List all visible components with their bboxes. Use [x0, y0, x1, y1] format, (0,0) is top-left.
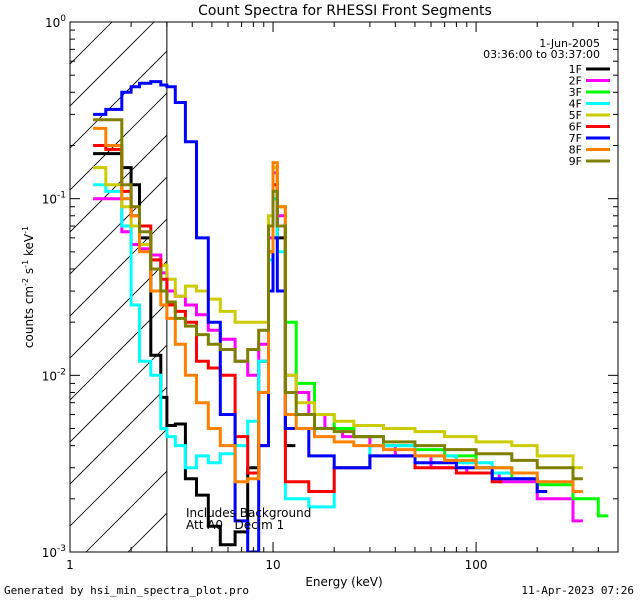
- hatch-line: [70, 428, 167, 527]
- series-line-4f: [93, 183, 548, 509]
- series-line-8f: [93, 126, 583, 493]
- hatch-line: [127, 512, 167, 552]
- annotation-attenuator: Att A0 Decim 1: [186, 518, 284, 532]
- legend-label-7f: 7F: [569, 132, 582, 145]
- x-tick-label: 10: [265, 558, 280, 572]
- series-line-1f: [93, 152, 296, 547]
- axes: 1 10 100 10-3 10-2 10-1 100: [42, 14, 618, 572]
- hatch-line: [70, 22, 113, 65]
- x-axis-label: Energy (keV): [305, 575, 382, 589]
- hatch-line: [70, 92, 167, 191]
- hatch-line: [70, 218, 167, 317]
- chart-title: Count Spectra for RHESSI Front Segments: [198, 3, 492, 19]
- hatch-line: [70, 260, 167, 359]
- legend-label-1f: 1F: [569, 63, 582, 76]
- legend-label-8f: 8F: [569, 144, 582, 157]
- y-tick-label: 100: [45, 14, 66, 30]
- hatch-line: [548, 22, 640, 552]
- hatch-line: [70, 344, 167, 443]
- footer-generator-text: Generated by hsi_min_spectra_plot.pro: [4, 584, 250, 597]
- legend-date: 1-Jun-2005: [539, 37, 600, 50]
- legend-label-3f: 3F: [569, 86, 582, 99]
- y-tick-label: 10-1: [42, 191, 66, 207]
- plot-frame: [69, 21, 619, 553]
- series-line-6f: [93, 144, 503, 493]
- footer-timestamp: 11-Apr-2023 07:26: [521, 584, 634, 597]
- x-tick-label: 100: [465, 558, 488, 572]
- legend-label-9f: 9F: [569, 155, 582, 168]
- hatch-line: [632, 22, 640, 552]
- hatch-line: [70, 134, 167, 233]
- y-axis-label: counts cm-2 s-1 keV-1: [21, 226, 36, 348]
- series-line-9f: [93, 118, 583, 481]
- hatched-region: [70, 22, 640, 552]
- x-tick-label: 1: [66, 558, 74, 572]
- series-line-7f: [93, 80, 548, 552]
- legend-time-range: 03:36:00 to 03:37:00: [483, 48, 600, 61]
- svg-text:counts cm-2 s-1 keV-1: counts cm-2 s-1 keV-1: [21, 226, 36, 348]
- hatch-line: [590, 22, 640, 552]
- legend-label-5f: 5F: [569, 109, 582, 122]
- legend-label-6f: 6F: [569, 121, 582, 134]
- legend-label-4f: 4F: [569, 98, 582, 111]
- hatch-line: [70, 302, 167, 401]
- y-tick-label: 10-3: [42, 544, 66, 560]
- annotation-background: Includes Background: [186, 506, 311, 520]
- hatch-line: [70, 386, 167, 485]
- hatch-line: [254, 22, 640, 552]
- y-tick-label: 10-2: [42, 367, 66, 383]
- hatch-lines: [70, 22, 640, 552]
- series-lines: [93, 80, 609, 552]
- legend-label-2f: 2F: [569, 75, 582, 88]
